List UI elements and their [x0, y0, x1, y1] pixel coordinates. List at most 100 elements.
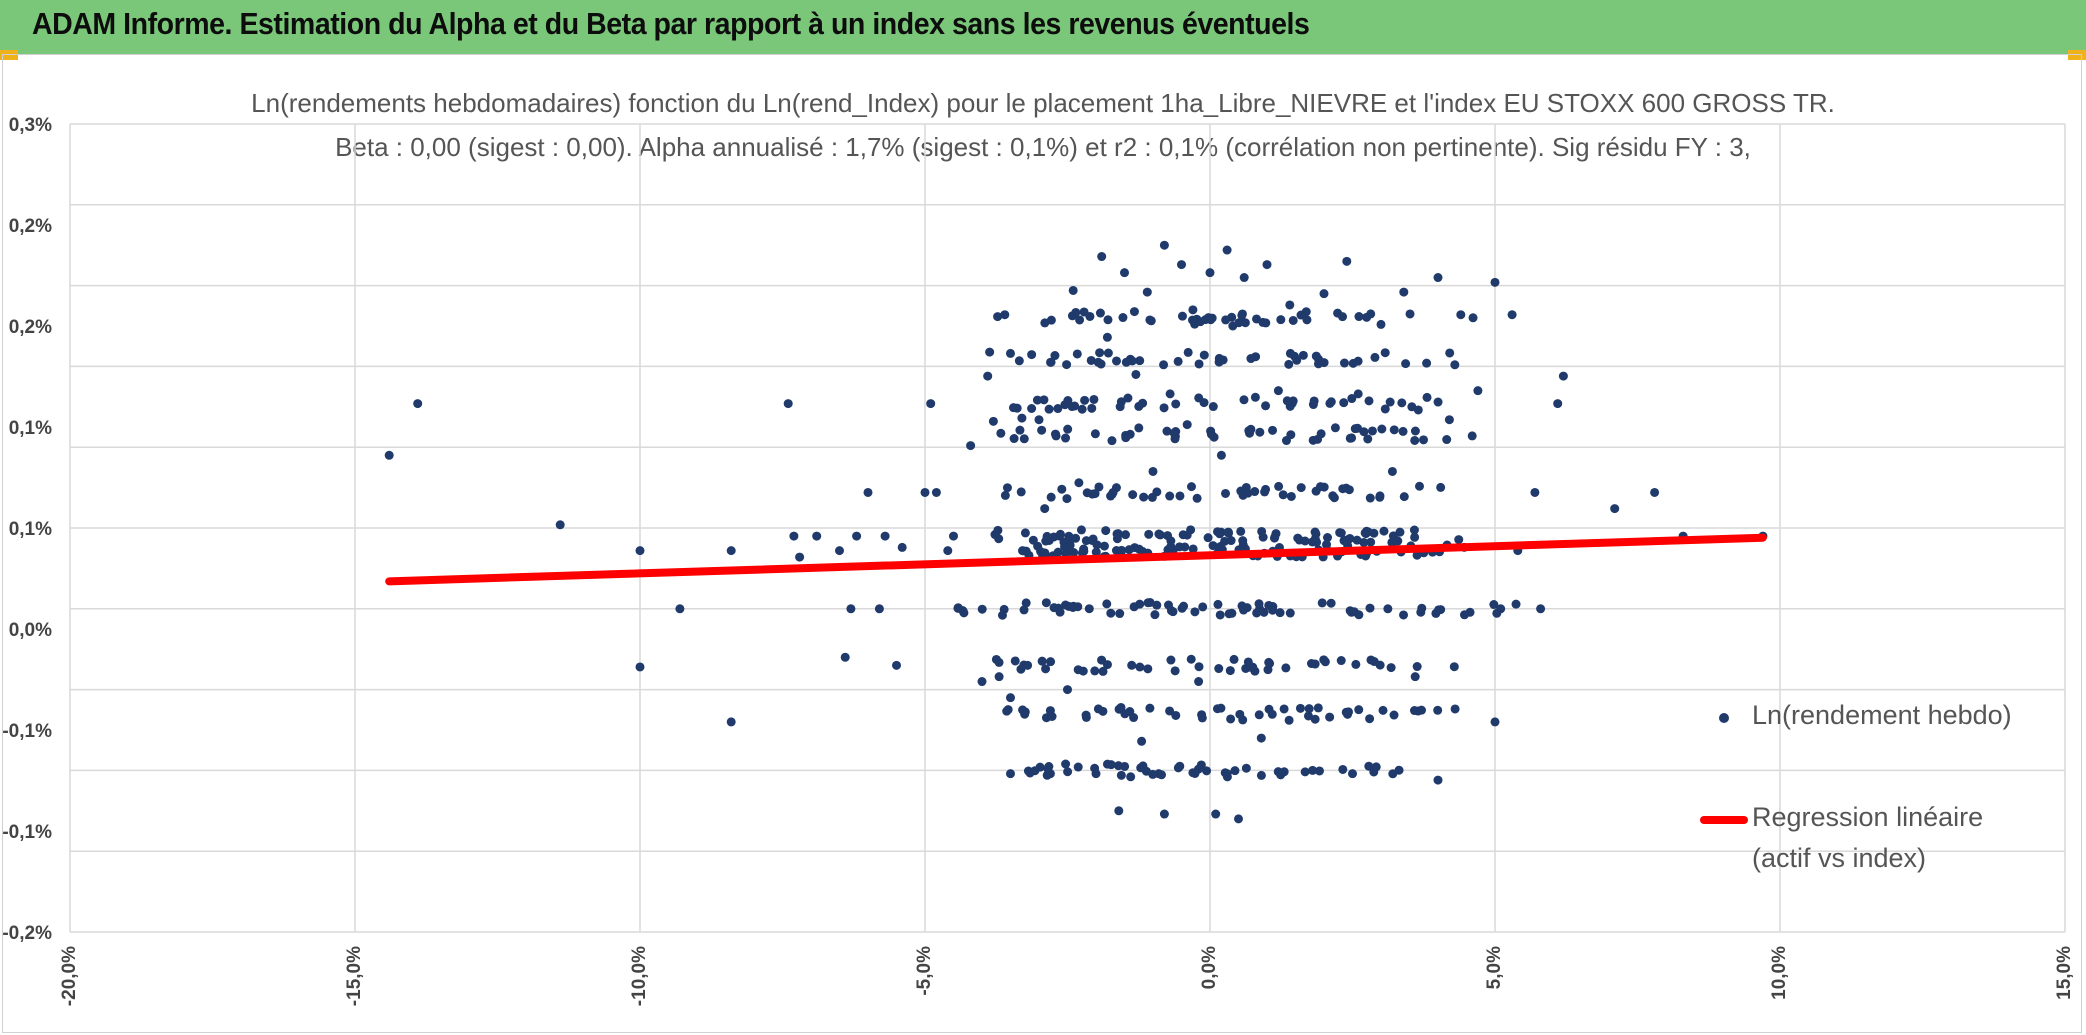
data-point — [1102, 660, 1112, 670]
data-point — [1338, 484, 1348, 494]
data-point — [835, 546, 844, 556]
data-point — [1021, 598, 1031, 608]
legend-label-regression-line2: (actif vs index) — [1752, 843, 1927, 873]
data-point — [1379, 526, 1389, 536]
data-point — [1215, 610, 1225, 620]
data-point — [1507, 310, 1517, 320]
data-point — [1338, 312, 1348, 322]
data-point — [1386, 663, 1396, 673]
data-point — [1308, 400, 1318, 410]
data-point — [1098, 706, 1108, 716]
data-point — [1276, 315, 1286, 325]
data-point — [1237, 601, 1247, 611]
data-point — [1006, 693, 1015, 703]
data-point — [1090, 763, 1100, 773]
data-point — [1354, 705, 1364, 715]
data-point — [1041, 598, 1051, 608]
data-point — [1398, 426, 1408, 436]
data-point — [1255, 427, 1265, 437]
data-point — [1182, 420, 1192, 430]
data-point — [1194, 677, 1204, 687]
data-point — [1064, 531, 1074, 541]
data-point — [1303, 711, 1313, 721]
data-point — [1456, 310, 1466, 320]
data-point — [1006, 769, 1015, 779]
data-point — [1199, 398, 1209, 408]
data-point — [1369, 767, 1379, 777]
data-point — [1186, 482, 1196, 492]
data-point — [1060, 600, 1070, 610]
data-point — [1040, 504, 1050, 514]
data-point — [1196, 760, 1206, 770]
data-point — [1171, 710, 1181, 720]
y-tick-label: 0,1% — [9, 519, 52, 540]
data-point — [1284, 715, 1294, 725]
data-point — [1450, 704, 1460, 714]
data-point — [996, 428, 1006, 438]
data-point — [1250, 392, 1260, 402]
data-point — [1017, 413, 1027, 423]
data-point — [988, 416, 998, 426]
x-tick-label: 15,0% — [2054, 946, 2075, 1000]
data-point — [1365, 493, 1375, 503]
data-point — [1246, 354, 1256, 364]
data-point — [1003, 705, 1013, 715]
data-point — [991, 654, 1001, 664]
data-point — [1170, 666, 1180, 676]
data-point — [1188, 768, 1198, 778]
data-point — [1385, 397, 1395, 407]
data-point — [1062, 360, 1072, 370]
data-point — [555, 520, 565, 530]
data-point — [1243, 657, 1253, 667]
data-point — [1310, 714, 1320, 724]
data-point — [1118, 313, 1128, 323]
data-point — [1055, 529, 1065, 539]
data-point — [1134, 423, 1144, 433]
data-point — [1410, 672, 1420, 682]
data-point — [1366, 537, 1376, 547]
data-point — [1047, 711, 1057, 721]
data-point — [1300, 767, 1310, 777]
data-point — [1035, 762, 1045, 772]
data-point — [1278, 490, 1288, 500]
data-point — [1214, 354, 1224, 364]
data-point — [1143, 664, 1153, 674]
data-point — [789, 531, 799, 541]
data-point — [1046, 657, 1056, 667]
data-point — [1252, 314, 1262, 324]
data-point — [1138, 398, 1148, 408]
data-point — [1399, 287, 1409, 297]
x-tick-label: -20,0% — [59, 946, 80, 1006]
data-point — [1159, 809, 1169, 819]
data-point — [1147, 492, 1157, 502]
data-point — [1237, 310, 1247, 320]
data-point — [1213, 527, 1223, 537]
data-point — [726, 546, 736, 556]
data-point — [1558, 371, 1568, 381]
data-point — [1010, 656, 1020, 666]
data-point — [1226, 536, 1236, 546]
data-point — [949, 531, 958, 541]
data-point — [1319, 289, 1329, 299]
data-point — [726, 717, 736, 727]
legend-label-points: Ln(rendement hebdo) — [1752, 700, 2012, 730]
data-point — [1076, 525, 1086, 535]
data-point — [1044, 404, 1054, 414]
data-point — [1264, 657, 1274, 667]
data-point — [1212, 704, 1222, 714]
data-point — [1046, 492, 1056, 502]
y-tick-label: -0,1% — [2, 721, 52, 742]
data-point — [1080, 395, 1090, 405]
data-point — [1353, 389, 1363, 399]
data-point — [1442, 435, 1452, 445]
data-point — [1139, 492, 1149, 502]
scatter-points — [384, 240, 1768, 824]
data-point — [1037, 425, 1047, 435]
data-point — [1000, 490, 1010, 500]
data-point — [1279, 704, 1289, 714]
data-point — [635, 546, 645, 556]
data-point — [1009, 403, 1018, 413]
corner-marker-right — [2068, 50, 2086, 60]
data-point — [1295, 703, 1305, 713]
data-point — [985, 347, 995, 357]
